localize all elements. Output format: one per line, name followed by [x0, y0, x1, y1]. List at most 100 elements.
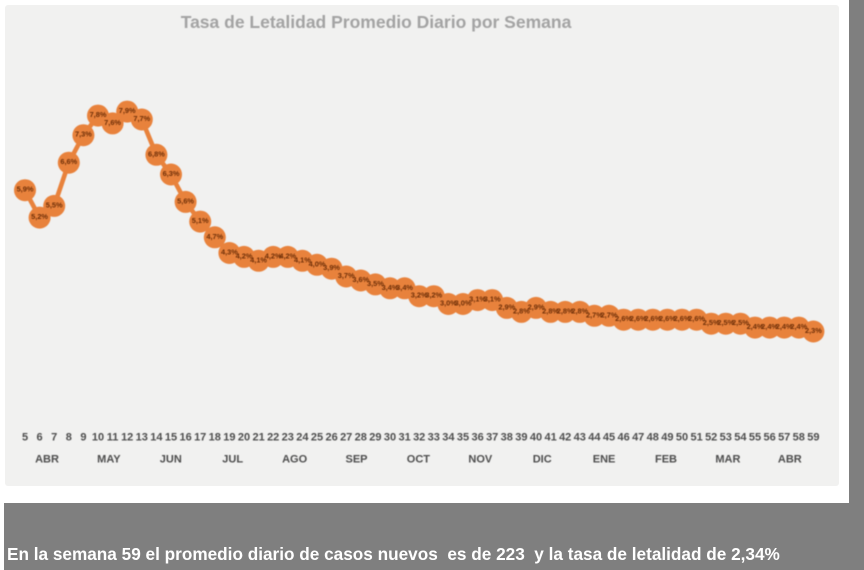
svg-text:2,8%: 2,8%: [571, 306, 588, 315]
svg-text:3,7%: 3,7%: [338, 271, 355, 280]
svg-text:5,5%: 5,5%: [46, 200, 63, 209]
svg-text:3,4%: 3,4%: [396, 283, 413, 292]
svg-text:24: 24: [296, 432, 309, 444]
svg-text:2,5%: 2,5%: [732, 318, 749, 327]
svg-text:3,0%: 3,0%: [440, 299, 457, 308]
svg-text:6,6%: 6,6%: [60, 157, 77, 166]
svg-text:46: 46: [617, 432, 629, 444]
svg-text:9: 9: [80, 432, 86, 444]
svg-text:59: 59: [807, 432, 819, 444]
svg-text:38: 38: [501, 432, 513, 444]
svg-text:6,8%: 6,8%: [148, 149, 165, 158]
svg-text:17: 17: [194, 432, 206, 444]
svg-text:2,4%: 2,4%: [747, 322, 764, 331]
svg-text:32: 32: [413, 432, 425, 444]
svg-text:52: 52: [705, 432, 717, 444]
svg-text:SEP: SEP: [345, 454, 367, 466]
svg-text:3,1%: 3,1%: [469, 295, 486, 304]
svg-text:35: 35: [457, 432, 469, 444]
svg-text:40: 40: [530, 432, 542, 444]
svg-text:ENE: ENE: [593, 454, 616, 466]
svg-text:DIC: DIC: [533, 454, 552, 466]
svg-text:11: 11: [107, 432, 119, 444]
svg-text:57: 57: [778, 432, 790, 444]
svg-text:3,2%: 3,2%: [411, 291, 428, 300]
svg-text:7,3%: 7,3%: [75, 130, 92, 139]
svg-text:OCT: OCT: [407, 454, 431, 466]
svg-text:42: 42: [559, 432, 571, 444]
svg-text:7,7%: 7,7%: [133, 114, 150, 123]
svg-text:JUN: JUN: [160, 454, 182, 466]
svg-text:7,8%: 7,8%: [90, 110, 107, 119]
svg-text:3,0%: 3,0%: [455, 299, 472, 308]
svg-text:44: 44: [588, 432, 601, 444]
svg-text:3,6%: 3,6%: [352, 275, 369, 284]
svg-text:50: 50: [676, 432, 688, 444]
svg-text:ABR: ABR: [778, 454, 802, 466]
svg-text:25: 25: [311, 432, 323, 444]
svg-text:15: 15: [165, 432, 177, 444]
svg-text:22: 22: [267, 432, 279, 444]
svg-text:18: 18: [209, 432, 221, 444]
svg-text:26: 26: [325, 432, 337, 444]
svg-text:34: 34: [442, 432, 455, 444]
svg-text:41: 41: [544, 432, 556, 444]
svg-text:4,1%: 4,1%: [250, 255, 267, 264]
svg-text:43: 43: [574, 432, 586, 444]
svg-text:MAY: MAY: [97, 454, 121, 466]
svg-text:28: 28: [355, 432, 367, 444]
svg-text:2,4%: 2,4%: [790, 322, 807, 331]
svg-text:20: 20: [238, 432, 250, 444]
svg-text:23: 23: [282, 432, 294, 444]
svg-text:2,6%: 2,6%: [688, 314, 705, 323]
svg-text:4,0%: 4,0%: [309, 259, 326, 268]
svg-text:2,4%: 2,4%: [761, 322, 778, 331]
svg-text:37: 37: [486, 432, 498, 444]
svg-text:2,5%: 2,5%: [703, 318, 720, 327]
svg-text:31: 31: [398, 432, 410, 444]
svg-text:2,8%: 2,8%: [557, 306, 574, 315]
svg-text:FEB: FEB: [655, 454, 677, 466]
svg-text:2,6%: 2,6%: [644, 314, 661, 323]
svg-text:6: 6: [37, 432, 43, 444]
svg-text:2,7%: 2,7%: [601, 310, 618, 319]
svg-text:JUL: JUL: [222, 454, 243, 466]
svg-text:36: 36: [471, 432, 483, 444]
svg-text:51: 51: [690, 432, 702, 444]
svg-text:4,2%: 4,2%: [279, 251, 296, 260]
svg-text:MAR: MAR: [715, 454, 740, 466]
svg-text:47: 47: [632, 432, 644, 444]
svg-text:4,2%: 4,2%: [236, 251, 253, 260]
svg-text:16: 16: [179, 432, 191, 444]
svg-text:27: 27: [340, 432, 352, 444]
svg-text:3,9%: 3,9%: [323, 263, 340, 272]
svg-text:2,6%: 2,6%: [630, 314, 647, 323]
svg-text:2,7%: 2,7%: [586, 310, 603, 319]
svg-text:5: 5: [22, 432, 28, 444]
svg-text:2,5%: 2,5%: [717, 318, 734, 327]
svg-text:54: 54: [734, 432, 747, 444]
svg-text:33: 33: [428, 432, 440, 444]
svg-text:4,3%: 4,3%: [221, 248, 238, 257]
svg-text:2,6%: 2,6%: [615, 314, 632, 323]
svg-text:3,4%: 3,4%: [382, 283, 399, 292]
svg-text:6,3%: 6,3%: [163, 169, 180, 178]
svg-text:7,9%: 7,9%: [119, 106, 136, 115]
svg-text:ABR: ABR: [35, 454, 59, 466]
svg-text:10: 10: [92, 432, 104, 444]
svg-text:3,5%: 3,5%: [367, 279, 384, 288]
svg-text:48: 48: [647, 432, 659, 444]
svg-text:2,9%: 2,9%: [528, 302, 545, 311]
svg-text:13: 13: [136, 432, 148, 444]
svg-text:5,1%: 5,1%: [192, 216, 209, 225]
svg-text:2,8%: 2,8%: [513, 306, 530, 315]
svg-text:53: 53: [720, 432, 732, 444]
svg-text:7: 7: [51, 432, 57, 444]
svg-text:12: 12: [121, 432, 133, 444]
svg-text:AGO: AGO: [282, 454, 308, 466]
svg-text:14: 14: [150, 432, 163, 444]
svg-text:58: 58: [793, 432, 805, 444]
svg-text:2,3%: 2,3%: [805, 326, 822, 335]
svg-text:39: 39: [515, 432, 527, 444]
svg-text:2,9%: 2,9%: [498, 302, 515, 311]
